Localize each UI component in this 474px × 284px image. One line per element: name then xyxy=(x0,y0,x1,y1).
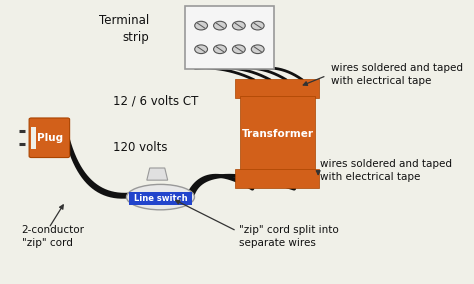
Text: wires soldered and taped
with electrical tape: wires soldered and taped with electrical… xyxy=(320,159,452,182)
Text: 2-conductor
"zip" cord: 2-conductor "zip" cord xyxy=(22,225,84,248)
Text: wires soldered and taped
with electrical tape: wires soldered and taped with electrical… xyxy=(331,62,463,86)
FancyBboxPatch shape xyxy=(236,170,319,188)
Text: 12 / 6 volts CT: 12 / 6 volts CT xyxy=(113,95,199,108)
Text: Transformer: Transformer xyxy=(241,129,313,139)
Text: Line switch: Line switch xyxy=(134,194,187,203)
Circle shape xyxy=(195,21,208,30)
Circle shape xyxy=(214,21,227,30)
Ellipse shape xyxy=(127,184,194,210)
Text: Plug: Plug xyxy=(36,133,63,143)
Circle shape xyxy=(251,45,264,54)
Text: 120 volts: 120 volts xyxy=(113,141,168,154)
Circle shape xyxy=(214,45,227,54)
FancyBboxPatch shape xyxy=(240,96,315,171)
Circle shape xyxy=(195,45,208,54)
Circle shape xyxy=(251,21,264,30)
FancyBboxPatch shape xyxy=(31,127,36,149)
FancyBboxPatch shape xyxy=(184,6,274,68)
Text: Terminal
strip: Terminal strip xyxy=(99,14,149,44)
FancyBboxPatch shape xyxy=(129,192,191,205)
Circle shape xyxy=(232,45,245,54)
Circle shape xyxy=(232,21,245,30)
FancyBboxPatch shape xyxy=(236,79,319,98)
Polygon shape xyxy=(147,168,168,180)
FancyBboxPatch shape xyxy=(29,118,70,158)
Text: "zip" cord split into
separate wires: "zip" cord split into separate wires xyxy=(239,225,338,248)
